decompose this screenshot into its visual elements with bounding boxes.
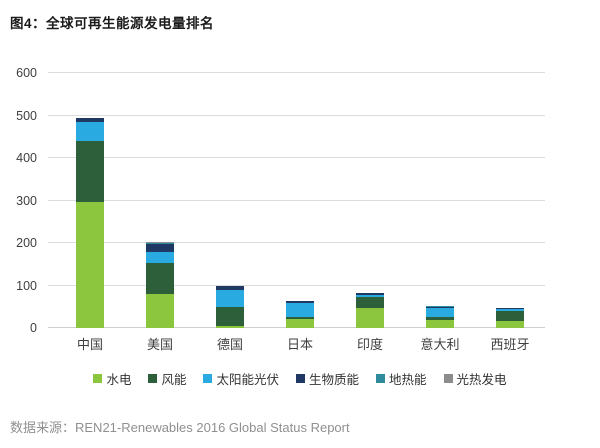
segment-geothermal-美国	[146, 242, 174, 245]
segment-hydro-日本	[286, 318, 314, 328]
segment-biomass-意大利	[426, 306, 454, 309]
segment-biomass-德国	[216, 286, 244, 290]
gridline-200	[48, 242, 545, 243]
stacked-bar-中国	[76, 73, 104, 328]
segment-wind-德国	[216, 306, 244, 326]
x-tick-label-美国: 美国	[146, 337, 173, 352]
segment-solar-pv-中国	[76, 122, 104, 141]
segment-solar-pv-印度	[356, 295, 384, 298]
stacked-bar-德国	[216, 73, 244, 328]
x-tick-label-日本: 日本	[286, 337, 313, 352]
legend-label-geothermal: 地热能	[389, 373, 427, 387]
x-tick-label-印度: 印度	[356, 337, 383, 352]
chart-legend: 水电 风能 太阳能光伏 生物质能 地热能 光热发电	[0, 369, 600, 388]
legend-swatch-csp	[443, 374, 453, 383]
y-tick-label-100: 100	[16, 278, 37, 293]
y-tick-label-400: 400	[16, 151, 37, 166]
stacked-bar-印度	[356, 73, 384, 328]
segment-wind-印度	[356, 297, 384, 309]
gridline-400	[48, 157, 545, 158]
bar-slot-4	[265, 73, 335, 328]
gridline-100	[48, 284, 545, 286]
bars-container	[55, 73, 545, 328]
segment-hydro-德国	[216, 325, 244, 328]
chart-title: 图4：全球可再生能源发电量排名	[10, 16, 215, 31]
y-tick-label-600: 600	[16, 66, 37, 80]
source-note: 数据来源：REN21-Renewables 2016 Global Status…	[10, 420, 350, 435]
stacked-bar-意大利	[426, 73, 454, 328]
x-tick-label-意大利: 意大利	[420, 337, 460, 352]
gridline-500	[48, 114, 545, 116]
x-axis-labels: 中国 美国 德国 日本 印度 意大利 西班牙	[55, 334, 545, 353]
segment-solar-pv-德国	[216, 289, 244, 307]
y-tick-label-0: 0	[30, 321, 37, 335]
segment-wind-美国	[146, 262, 174, 294]
stacked-bar-西班牙	[496, 73, 524, 328]
legend-item-hydro: 水电	[93, 369, 131, 388]
segment-biomass-美国	[146, 244, 174, 252]
legend-swatch-biomass	[296, 374, 305, 383]
plot-area	[48, 72, 545, 328]
legend-item-solar-pv: 太阳能光伏	[203, 369, 279, 388]
legend-item-geothermal: 地热能	[376, 369, 427, 388]
segment-hydro-印度	[356, 308, 384, 328]
legend-item-biomass: 生物质能	[296, 369, 359, 388]
segment-hydro-美国	[146, 294, 174, 328]
y-tick-label-300: 300	[16, 193, 37, 208]
segment-solar-pv-美国	[146, 251, 174, 263]
segment-biomass-印度	[356, 293, 384, 296]
legend-label-wind: 风能	[161, 373, 187, 387]
stacked-bar-日本	[286, 73, 314, 328]
segment-biomass-中国	[76, 118, 104, 123]
segment-solar-pv-日本	[286, 302, 314, 318]
bar-slot-7	[475, 73, 545, 328]
y-tick-label-500: 500	[16, 108, 37, 123]
segment-wind-中国	[76, 140, 104, 203]
segment-biomass-日本	[286, 301, 314, 303]
segment-csp-西班牙	[496, 307, 524, 309]
gridline-300	[48, 199, 545, 201]
segment-hydro-意大利	[426, 320, 454, 328]
legend-label-solar-pv: 太阳能光伏	[216, 373, 279, 387]
segment-solar-pv-西班牙	[496, 308, 524, 312]
x-tick-label-德国: 德国	[216, 337, 243, 352]
legend-swatch-hydro	[93, 374, 103, 383]
bar-slot-3	[195, 73, 265, 328]
segment-wind-日本	[286, 317, 314, 319]
legend-swatch-wind	[148, 374, 158, 383]
x-tick-label-中国: 中国	[76, 337, 103, 352]
legend-label-hydro: 水电	[106, 373, 132, 387]
bar-slot-5	[335, 73, 405, 328]
x-tick-label-西班牙: 西班牙	[490, 337, 530, 352]
legend-swatch-geothermal	[376, 374, 386, 383]
legend-item-csp: 光热发电	[443, 369, 507, 388]
legend-label-biomass: 生物质能	[309, 373, 360, 387]
segment-solar-pv-意大利	[426, 308, 454, 317]
y-axis-labels: 0 100 200 300 400 500 600	[0, 66, 40, 335]
y-tick-label-200: 200	[16, 236, 37, 251]
segment-csp-美国	[146, 241, 174, 243]
bar-slot-6	[405, 73, 475, 328]
legend-swatch-solar-pv	[203, 374, 213, 383]
stacked-bar-美国	[146, 73, 174, 328]
gridline-600	[48, 72, 545, 73]
segment-wind-西班牙	[496, 311, 524, 321]
bar-slot-2	[125, 73, 195, 328]
segment-hydro-西班牙	[496, 320, 524, 328]
legend-item-wind: 风能	[148, 369, 186, 388]
segment-hydro-中国	[76, 202, 104, 328]
bar-slot-1	[55, 73, 125, 328]
segment-wind-意大利	[426, 316, 454, 321]
legend-label-csp: 光热发电	[456, 373, 507, 387]
